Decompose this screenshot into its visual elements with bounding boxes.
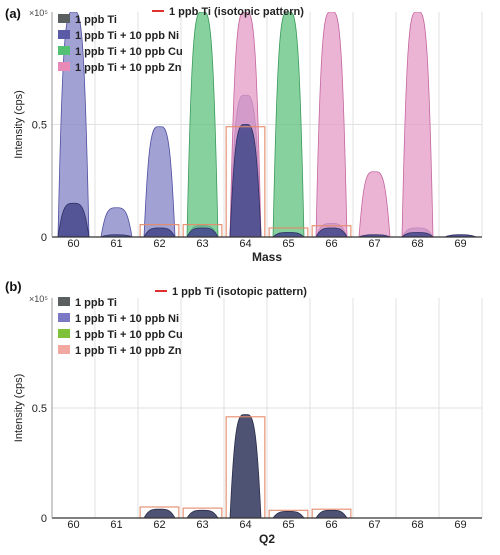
- panel-label: (a): [5, 6, 21, 21]
- isotopic-legend-label: 1 ppb Ti (isotopic pattern): [169, 6, 304, 18]
- isotopic-legend-label: 1 ppb Ti (isotopic pattern): [172, 286, 307, 298]
- x-tick-label: 66: [325, 238, 337, 250]
- x-tick-label: 61: [110, 238, 122, 250]
- plot-area: [143, 414, 348, 518]
- legend-label: 1 ppb Ti + 10 ppb Zn: [75, 62, 182, 74]
- legend-swatch: [58, 313, 70, 322]
- legend-swatch: [58, 14, 70, 23]
- peak-62: [143, 227, 176, 237]
- peak-65: [272, 232, 305, 237]
- y-tick-label: 0.5: [32, 120, 47, 132]
- peak-67: [358, 171, 391, 237]
- legend-label: 1 ppb Ti + 10 ppb Cu: [75, 46, 183, 58]
- x-tick-label: 69: [454, 519, 466, 531]
- legend-label: 1 ppb Ti + 10 ppb Zn: [75, 345, 182, 357]
- peak-63: [186, 12, 219, 237]
- x-tick-label: 66: [325, 519, 337, 531]
- peak-65: [272, 12, 305, 237]
- x-tick-label: 60: [67, 519, 79, 531]
- peak-66: [315, 12, 348, 237]
- x-tick-label: 62: [153, 519, 165, 531]
- legend-swatch: [58, 46, 70, 55]
- legend-label: 1 ppb Ti + 10 ppb Ni: [75, 30, 179, 42]
- x-axis-label: Mass: [252, 250, 282, 264]
- peak-62: [143, 126, 176, 237]
- peak-64: [229, 124, 262, 237]
- legend-swatch: [58, 62, 70, 71]
- peak-61: [100, 207, 133, 237]
- x-tick-label: 62: [153, 238, 165, 250]
- legend-swatch: [58, 30, 70, 39]
- peak-60: [57, 202, 90, 237]
- x-tick-label: 68: [411, 238, 423, 250]
- chart-panel-a: 60 61 62 63 64 65 66 67 68 69 0 0.5 ×10⁵ Mass Intensit…: [5, 6, 483, 264]
- x-tick-label: 63: [196, 519, 208, 531]
- legend-swatch: [58, 297, 70, 306]
- series-0: [143, 414, 348, 518]
- x-axis-label: Q2: [259, 532, 275, 546]
- x-tick-label: 65: [282, 519, 294, 531]
- peak-62: [143, 508, 176, 518]
- series-2: [186, 12, 305, 237]
- x-tick-label: 67: [368, 238, 380, 250]
- legend-swatch: [58, 345, 70, 354]
- peak-63: [186, 509, 219, 518]
- y-tick-label: 0: [41, 232, 47, 244]
- x-tick-label: 63: [196, 238, 208, 250]
- x-tick-label: 61: [110, 519, 122, 531]
- chart-panel-b: 60 61 62 63 64 65 66 67 68 69 0 0.5 ×10⁵ Q2 Intensity …: [5, 279, 483, 546]
- legend-label: 1 ppb Ti: [75, 297, 117, 309]
- x-tick-label: 64: [239, 519, 251, 531]
- legend-label: 1 ppb Ti + 10 ppb Cu: [75, 329, 183, 341]
- y-exponent-label: ×10⁵: [29, 294, 48, 304]
- legend-swatch: [58, 329, 70, 338]
- x-tick-label: 64: [239, 238, 251, 250]
- series-4: [57, 124, 477, 237]
- peak-68: [401, 12, 434, 237]
- x-tick-label: 65: [282, 238, 294, 250]
- peak-66: [315, 509, 348, 518]
- x-tick-label: 60: [67, 238, 79, 250]
- peak-63: [186, 227, 219, 237]
- x-tick-label: 67: [368, 519, 380, 531]
- panel-label: (b): [5, 279, 22, 294]
- peak-66: [315, 227, 348, 237]
- y-axis-label: Intensity (cps): [13, 90, 25, 158]
- y-tick-label: 0.5: [32, 403, 47, 415]
- x-tick-label: 68: [411, 519, 423, 531]
- peak-65: [272, 511, 305, 518]
- peak-64: [229, 414, 262, 518]
- y-axis-label: Intensity (cps): [13, 374, 25, 442]
- legend-label: 1 ppb Ti + 10 ppb Ni: [75, 313, 179, 325]
- legend-label: 1 ppb Ti: [75, 14, 117, 26]
- y-tick-label: 0: [41, 513, 47, 525]
- y-exponent-label: ×10⁵: [29, 8, 48, 18]
- plot-area: [57, 12, 477, 237]
- x-tick-label: 69: [454, 238, 466, 250]
- peak-68: [401, 232, 434, 237]
